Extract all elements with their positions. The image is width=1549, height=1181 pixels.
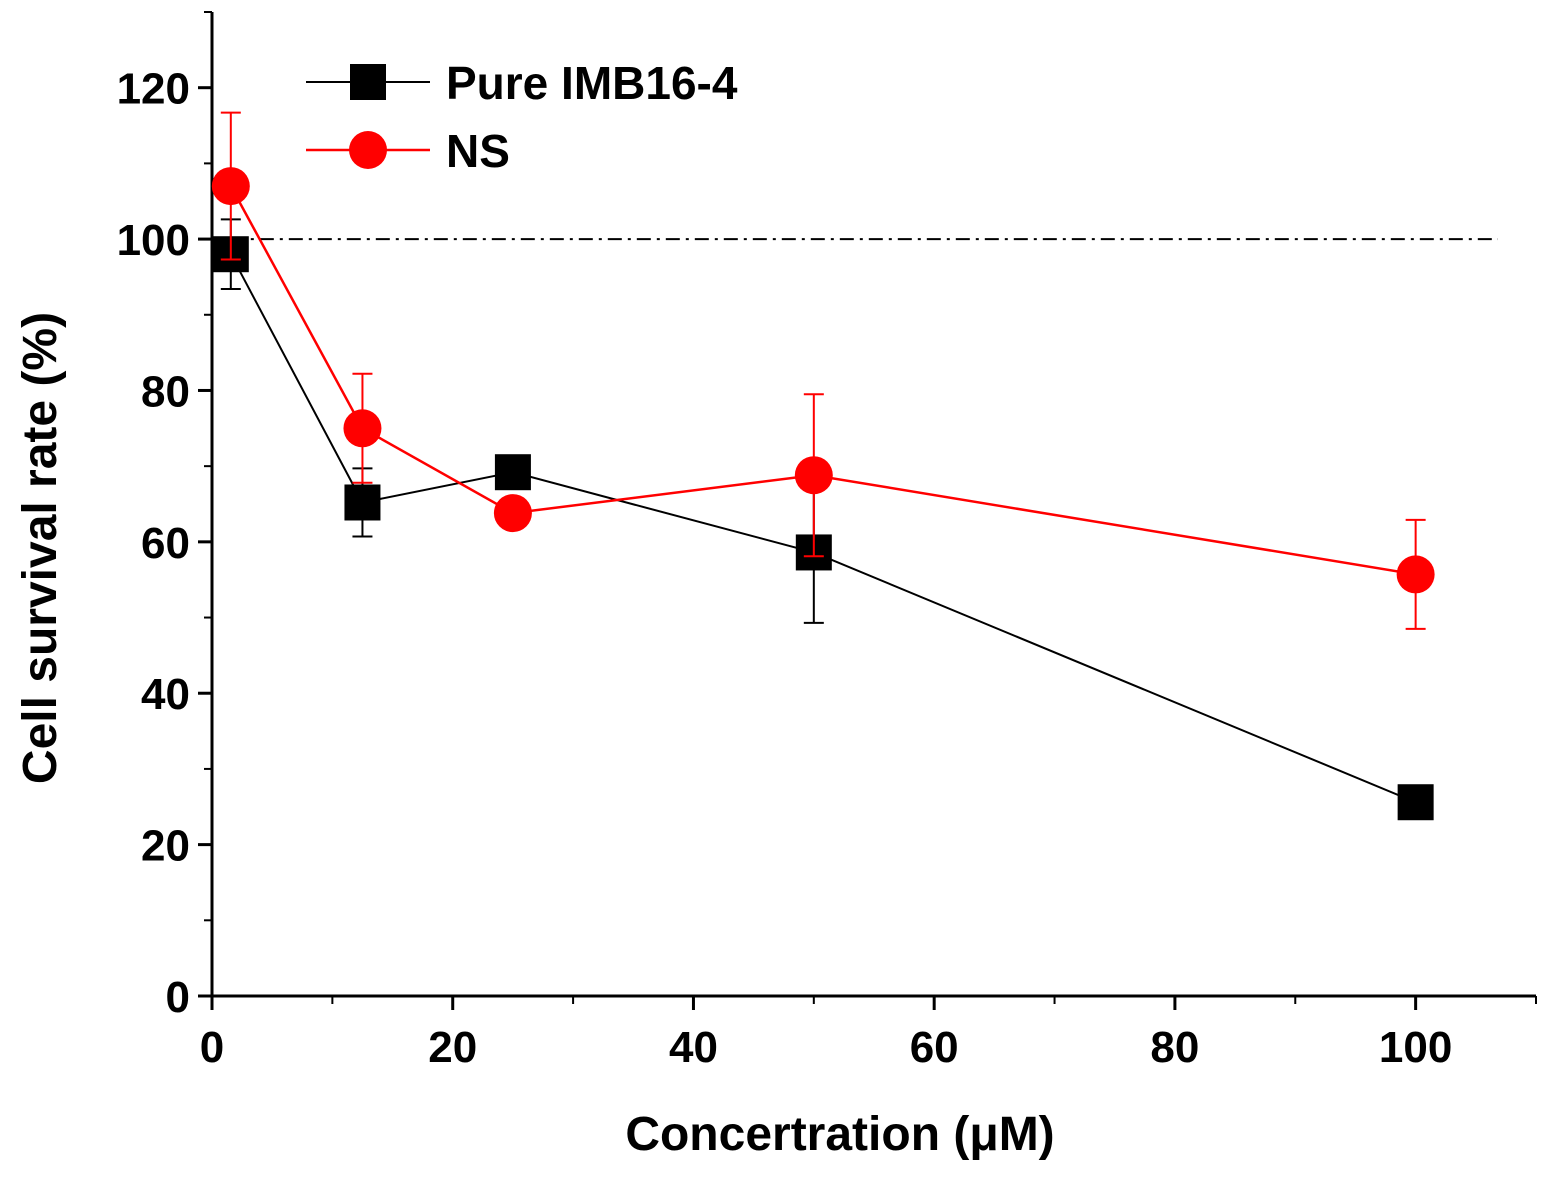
legend-item: NS bbox=[306, 125, 510, 177]
legend-label: Pure IMB16-4 bbox=[446, 57, 738, 109]
legend-item: Pure IMB16-4 bbox=[306, 57, 738, 109]
legend: Pure IMB16-4 NS bbox=[306, 57, 738, 177]
legend-marker-circle bbox=[349, 131, 387, 169]
data-point-square bbox=[344, 484, 381, 521]
x-tick-label: 20 bbox=[428, 1023, 477, 1072]
series-ns bbox=[211, 111, 1435, 630]
series-layer bbox=[211, 111, 1435, 821]
x-tick-label: 100 bbox=[1379, 1023, 1452, 1072]
legend-marker-square bbox=[350, 64, 386, 100]
data-point-circle bbox=[1396, 555, 1435, 594]
data-point-circle bbox=[493, 494, 532, 533]
y-axis-title: Cell survival rate (%) bbox=[14, 312, 67, 784]
y-tick-label: 120 bbox=[117, 65, 190, 114]
axes: 0 20 40 60 80 100 120 0 20 40 60 80 100 bbox=[117, 11, 1537, 1072]
y-tick-label: 0 bbox=[166, 973, 190, 1022]
data-point-circle bbox=[211, 167, 250, 206]
y-tick-label: 40 bbox=[141, 670, 190, 719]
series-pure-imb16-4 bbox=[212, 218, 1434, 821]
data-point-circle bbox=[343, 409, 382, 448]
x-axis-title: Concertration (μM) bbox=[625, 1108, 1054, 1161]
series-line bbox=[229, 185, 1416, 576]
legend-label: NS bbox=[446, 125, 510, 177]
data-point-square bbox=[1397, 784, 1434, 821]
y-tick-label: 20 bbox=[141, 822, 190, 871]
x-tick-label: 60 bbox=[910, 1023, 959, 1072]
data-point-square bbox=[494, 454, 531, 491]
x-tick-label: 0 bbox=[200, 1023, 224, 1072]
data-point-circle bbox=[794, 456, 833, 495]
x-tick-label: 40 bbox=[669, 1023, 718, 1072]
x-tick-label: 80 bbox=[1150, 1023, 1199, 1072]
y-tick-label: 80 bbox=[141, 367, 190, 416]
y-tick-label: 100 bbox=[117, 216, 190, 265]
y-tick-label: 60 bbox=[141, 519, 190, 568]
series-line bbox=[229, 253, 1417, 804]
